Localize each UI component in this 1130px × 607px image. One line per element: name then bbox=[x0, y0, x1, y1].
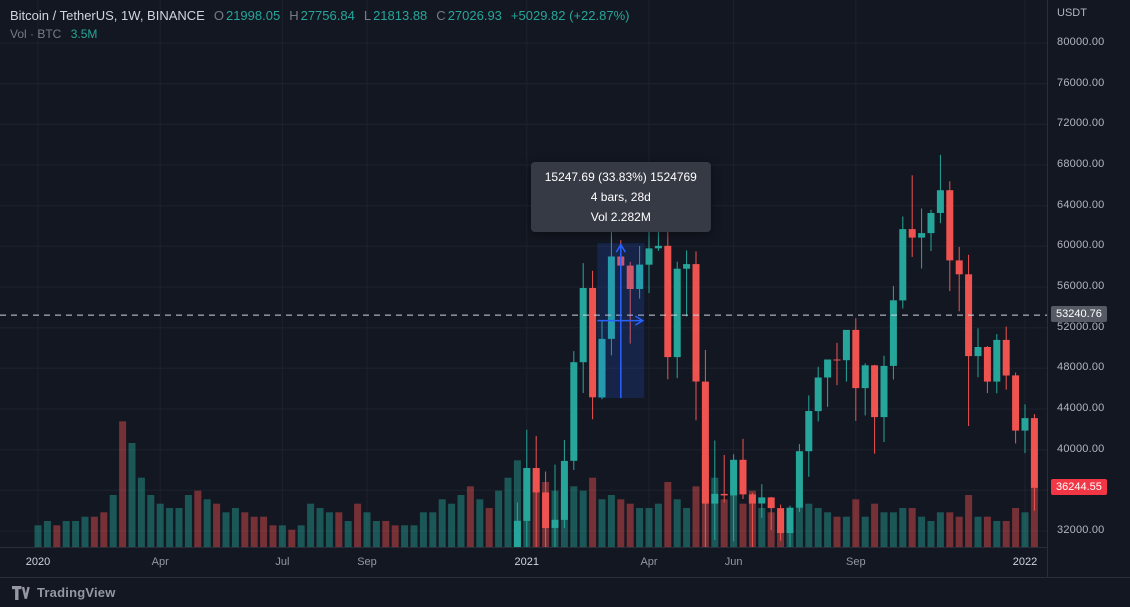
price-tick: 52000.00 bbox=[1057, 320, 1105, 333]
volume-legend: Vol · BTC 3.5M bbox=[10, 27, 97, 41]
time-axis[interactable]: 2020 Apr Jul Sep 2021 Apr Jun Sep 2022 bbox=[0, 547, 1130, 577]
tradingview-brand[interactable]: TradingView bbox=[37, 585, 116, 600]
measure-tooltip: 15247.69 (33.83%) 1524769 4 bars, 28d Vo… bbox=[530, 162, 711, 233]
ohlc-value: 27756.84 bbox=[300, 8, 355, 23]
ohlc-values: O 21998.05 H 27756.84 L 21813.88 C 27026.93 bbox=[205, 8, 502, 23]
price-tick: 64000.00 bbox=[1057, 198, 1105, 211]
bottom-toolbar: TradingView bbox=[0, 577, 1130, 607]
time-tick: 2022 bbox=[1012, 556, 1038, 568]
change-value: +5029.82 (+22.87%) bbox=[510, 8, 630, 23]
ohlc-value: 27026.93 bbox=[447, 8, 502, 23]
price-tick: 76000.00 bbox=[1057, 76, 1105, 89]
price-tick: 72000.00 bbox=[1057, 117, 1105, 130]
time-tick: Apr bbox=[151, 556, 169, 568]
time-tick: 2020 bbox=[25, 556, 51, 568]
time-tick: Sep bbox=[357, 556, 377, 568]
time-tick: 2021 bbox=[514, 556, 540, 568]
chart-plot-area[interactable]: 15247.69 (33.83%) 1524769 4 bars, 28d Vo… bbox=[0, 0, 1047, 547]
chart-legend: Bitcoin / TetherUS, 1W, BINANCE O 21998.05… bbox=[10, 8, 629, 23]
price-tick: 80000.00 bbox=[1057, 36, 1105, 48]
candles bbox=[513, 154, 1038, 547]
time-tick: Jun bbox=[724, 556, 743, 568]
ohlc-value: 21813.88 bbox=[373, 8, 428, 23]
price-tick: 48000.00 bbox=[1057, 361, 1105, 374]
time-tick: Sep bbox=[846, 556, 866, 568]
measure-bars-duration: 4 bars, 28d bbox=[590, 190, 651, 205]
time-tick: Apr bbox=[640, 556, 658, 568]
price-tick: 44000.00 bbox=[1057, 402, 1105, 414]
price-axis[interactable]: USDT 53240.76 36244.55 80000.00 76000.00 7… bbox=[1047, 0, 1130, 577]
time-tick: Jul bbox=[275, 556, 290, 568]
price-tick: 56000.00 bbox=[1057, 280, 1105, 292]
volume-value: 3.5M bbox=[70, 27, 98, 41]
measure-volume: Vol 2.282M bbox=[590, 210, 651, 225]
price-tick: 32000.00 bbox=[1057, 524, 1105, 536]
ohlc-value: 21998.05 bbox=[225, 8, 281, 23]
price-axis-unit: USDT bbox=[1057, 7, 1087, 19]
last-price-label: 36244.55 bbox=[1051, 478, 1107, 495]
price-tick: 40000.00 bbox=[1057, 442, 1105, 455]
volume-label: Vol · BTC bbox=[10, 27, 62, 41]
symbol-title[interactable]: Bitcoin / TetherUS, 1W, BINANCE bbox=[10, 8, 205, 23]
ohlc-key: C bbox=[436, 8, 446, 23]
price-tick: 60000.00 bbox=[1057, 239, 1105, 252]
tradingview-logo-icon[interactable] bbox=[12, 585, 30, 600]
measure-price-change: 15247.69 (33.83%) 1524769 bbox=[544, 170, 697, 185]
horizontal-line-price-label[interactable]: 53240.76 bbox=[1051, 306, 1107, 323]
date-price-range-tool[interactable] bbox=[597, 243, 645, 399]
ohlc-key: H bbox=[289, 8, 299, 23]
ohlc-key: O bbox=[213, 8, 224, 23]
price-tick: 68000.00 bbox=[1057, 158, 1105, 170]
ohlc-key: L bbox=[363, 8, 372, 23]
